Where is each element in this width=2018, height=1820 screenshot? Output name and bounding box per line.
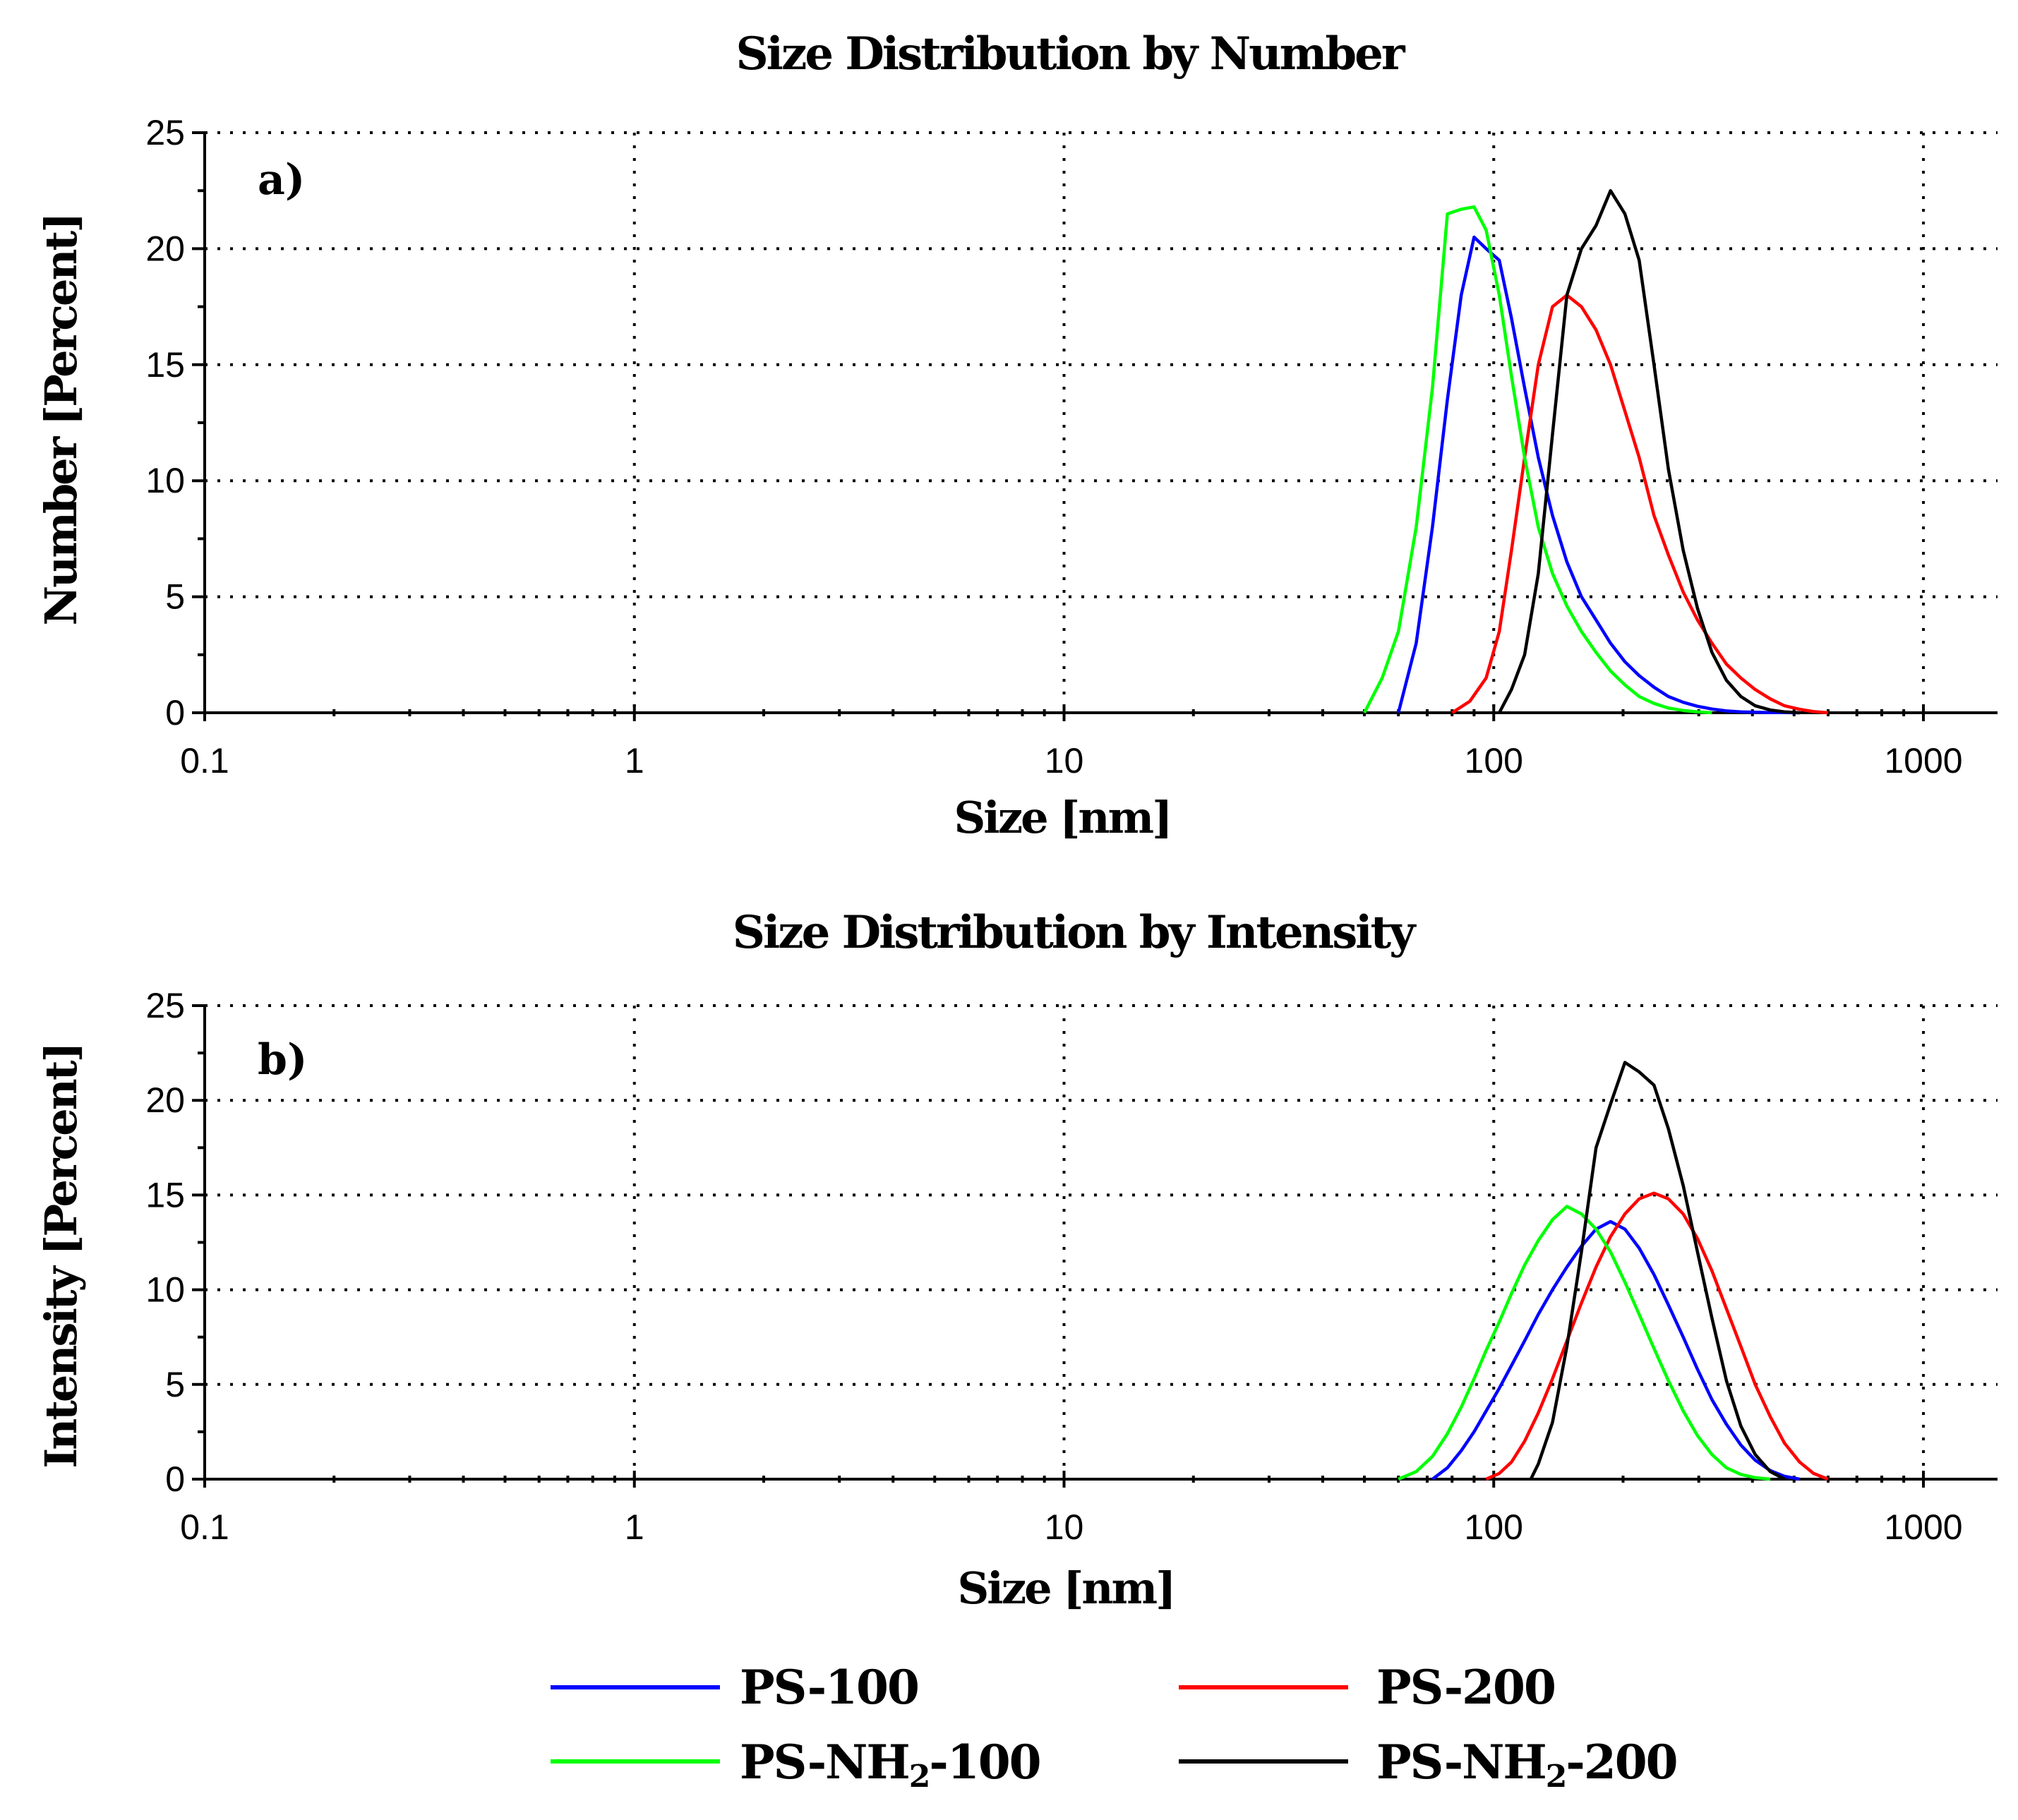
chart-b-series	[1398, 1061, 1829, 1481]
chart-a-ytick-label: 25	[145, 113, 185, 152]
chart-a-grid	[205, 131, 1998, 713]
chart-a-series-ps-100-line	[1397, 235, 1800, 715]
chart-a-ytick-label: 0	[165, 693, 185, 733]
chart-a-series-ps-nh-100-line	[1362, 205, 1712, 715]
chart-b-panel-label: b)	[258, 1035, 307, 1085]
chart-a-series-ps-200-line	[1451, 293, 1829, 715]
chart-b-ytick-label: 5	[165, 1365, 185, 1404]
chart-b: Size Distribution by Intensity 0 5 10 15 20 2…	[35, 906, 1998, 1614]
chart-b-ytick-label: 15	[145, 1175, 185, 1215]
legend: PS-100 PS-200 PS-NH2-100 PS-NH2-200	[551, 1660, 1678, 1795]
chart-b-series-ps-nh-100-line	[1398, 1205, 1771, 1481]
chart-b-xlabel: Size [nm]	[958, 1562, 1175, 1614]
chart-b-title: Size Distribution by Intensity	[733, 906, 1417, 959]
chart-b-xtick-label: 0.1	[180, 1507, 229, 1547]
chart-a-series-ps-nh-200-line	[1498, 188, 1800, 715]
chart-b-xtick-label: 1	[625, 1507, 644, 1547]
chart-a-xlabel: Size [nm]	[954, 792, 1171, 843]
chart-b-xtick-label: 10	[1045, 1507, 1084, 1547]
chart-a-ytick-label: 10	[145, 461, 185, 500]
chart-a-ytick-label: 15	[145, 345, 185, 385]
chart-a-series	[1362, 188, 1829, 715]
chart-a-ylabel: Number [Percent]	[35, 214, 87, 625]
chart-b-xtick-label: 100	[1465, 1507, 1523, 1547]
chart-a-ytick-label: 20	[145, 229, 185, 268]
chart-a-xtick-label: 1	[625, 741, 644, 781]
chart-b-axes	[203, 1006, 1998, 1481]
legend-label-ps-nh2-200: PS-NH2-200	[1376, 1735, 1677, 1795]
chart-b-ytick-label: 10	[145, 1270, 185, 1310]
chart-a: Size Distribution by Number 0 5 10 15 20 25 0.…	[35, 28, 1998, 843]
chart-b-grid	[205, 1004, 1998, 1479]
chart-b-ytick-label: 25	[145, 986, 185, 1025]
chart-a-xtick-label: 0.1	[180, 741, 229, 781]
chart-a-ytick-label: 5	[165, 577, 185, 617]
chart-b-xtick-label: 1000	[1884, 1507, 1962, 1547]
chart-a-xtick-label: 1000	[1884, 741, 1962, 781]
chart-a-title: Size Distribution by Number	[735, 28, 1405, 80]
chart-a-xtick-label: 100	[1465, 741, 1523, 781]
legend-label-ps-100: PS-100	[740, 1660, 918, 1715]
chart-b-series-ps-nh-200-line	[1529, 1061, 1786, 1481]
chart-a-axes	[203, 133, 1998, 714]
chart-b-series-ps-200-line	[1485, 1191, 1829, 1481]
chart-b-ticks: 0 5 10 15 20 25 0.1 1 10 100 1000	[145, 986, 1962, 1547]
chart-a-ticks: 0 5 10 15 20 25 0.1 1 10 100 1000	[145, 113, 1962, 781]
chart-a-panel-label: a)	[258, 155, 305, 205]
chart-b-series-ps-100-line	[1431, 1219, 1801, 1481]
chart-a-xtick-label: 10	[1045, 741, 1084, 781]
legend-label-ps-200: PS-200	[1376, 1660, 1555, 1715]
chart-b-ytick-label: 0	[165, 1459, 185, 1499]
chart-b-ytick-label: 20	[145, 1080, 185, 1120]
legend-label-ps-nh2-100: PS-NH2-100	[740, 1735, 1040, 1795]
chart-b-ylabel: Intensity [Percent]	[35, 1044, 87, 1469]
